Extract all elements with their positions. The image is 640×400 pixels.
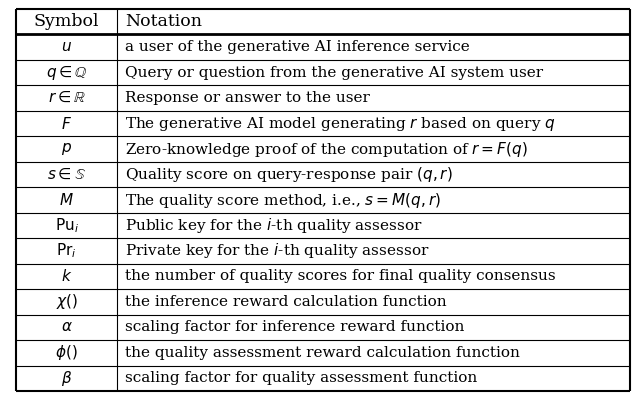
Text: $\phi()$: $\phi()$ bbox=[56, 344, 78, 362]
Text: $\alpha$: $\alpha$ bbox=[61, 320, 72, 334]
Text: $\mathrm{Pr}_i$: $\mathrm{Pr}_i$ bbox=[56, 242, 77, 260]
Text: Zero-knowledge proof of the computation of $r = F(q)$: Zero-knowledge proof of the computation … bbox=[125, 140, 528, 158]
Text: the number of quality scores for final quality consensus: the number of quality scores for final q… bbox=[125, 270, 556, 284]
Text: scaling factor for inference reward function: scaling factor for inference reward func… bbox=[125, 320, 465, 334]
Text: $\chi()$: $\chi()$ bbox=[56, 292, 78, 312]
Text: Symbol: Symbol bbox=[34, 13, 99, 30]
Text: $M$: $M$ bbox=[60, 192, 74, 208]
Text: $q \in \mathbb{Q}$: $q \in \mathbb{Q}$ bbox=[46, 64, 88, 82]
Text: the inference reward calculation function: the inference reward calculation functio… bbox=[125, 295, 447, 309]
Text: a user of the generative AI inference service: a user of the generative AI inference se… bbox=[125, 40, 470, 54]
Text: $F$: $F$ bbox=[61, 116, 72, 132]
Text: Response or answer to the user: Response or answer to the user bbox=[125, 91, 370, 105]
Text: $\mathrm{Pu}_i$: $\mathrm{Pu}_i$ bbox=[55, 216, 79, 235]
Text: $k$: $k$ bbox=[61, 268, 72, 284]
Text: Private key for the $i$-th quality assessor: Private key for the $i$-th quality asses… bbox=[125, 242, 430, 260]
Text: $p$: $p$ bbox=[61, 141, 72, 157]
Text: Query or question from the generative AI system user: Query or question from the generative AI… bbox=[125, 66, 543, 80]
Text: The generative AI model generating $r$ based on query $q$: The generative AI model generating $r$ b… bbox=[125, 114, 556, 132]
Text: $s \in \mathbb{S}$: $s \in \mathbb{S}$ bbox=[47, 167, 86, 182]
Text: Notation: Notation bbox=[125, 13, 202, 30]
Text: $u$: $u$ bbox=[61, 40, 72, 54]
Text: Quality score on query-response pair $(q, r)$: Quality score on query-response pair $(q… bbox=[125, 165, 453, 184]
Text: The quality score method, i.e., $s = M(q, r)$: The quality score method, i.e., $s = M(q… bbox=[125, 190, 441, 210]
Text: scaling factor for quality assessment function: scaling factor for quality assessment fu… bbox=[125, 372, 477, 386]
Text: the quality assessment reward calculation function: the quality assessment reward calculatio… bbox=[125, 346, 520, 360]
Text: $r \in \mathbb{R}$: $r \in \mathbb{R}$ bbox=[48, 91, 86, 105]
Text: Public key for the $i$-th quality assessor: Public key for the $i$-th quality assess… bbox=[125, 216, 422, 235]
Text: $\beta$: $\beta$ bbox=[61, 369, 72, 388]
